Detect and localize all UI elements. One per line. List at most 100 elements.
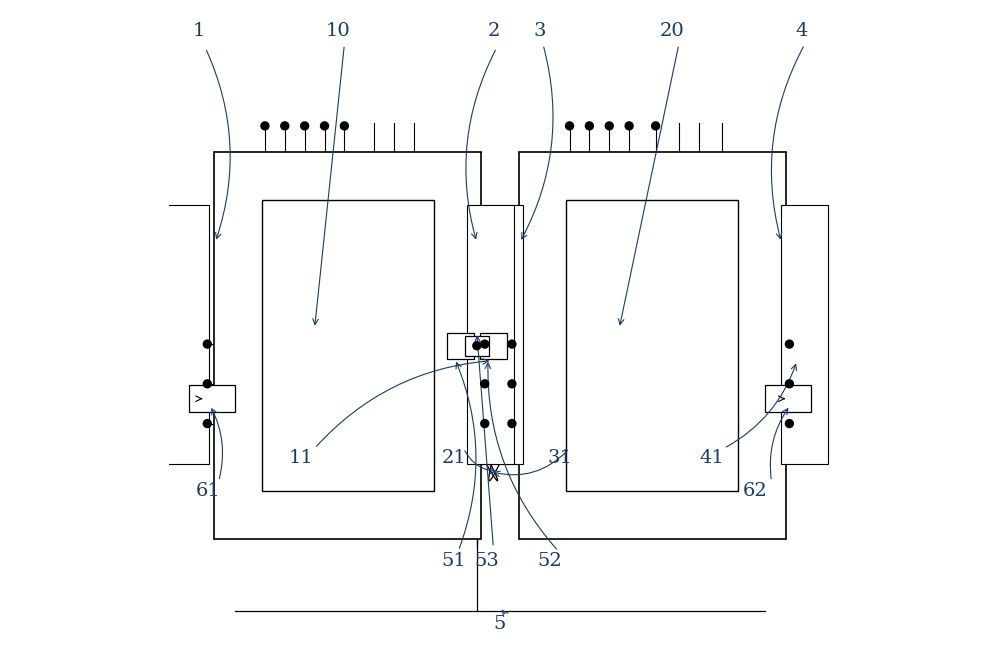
Bar <box>214 152 481 539</box>
Bar <box>162 205 209 464</box>
Circle shape <box>203 380 211 388</box>
Bar <box>225 163 471 529</box>
Circle shape <box>508 380 516 388</box>
Bar <box>168 382 204 418</box>
Bar <box>481 210 518 247</box>
Bar <box>529 163 775 529</box>
Circle shape <box>625 122 633 130</box>
Bar <box>477 215 503 241</box>
Bar <box>519 152 786 539</box>
Circle shape <box>321 122 328 130</box>
Bar <box>168 289 204 326</box>
Circle shape <box>566 122 574 130</box>
Bar <box>487 388 513 413</box>
Bar <box>534 168 770 523</box>
Circle shape <box>203 340 211 348</box>
Bar <box>235 174 460 518</box>
Bar <box>173 388 199 413</box>
Bar <box>791 255 817 281</box>
Bar <box>487 215 513 241</box>
Text: 62: 62 <box>743 482 767 501</box>
Bar <box>481 382 518 418</box>
Bar <box>786 289 823 326</box>
Bar <box>472 382 509 418</box>
Circle shape <box>508 420 516 428</box>
Circle shape <box>585 122 593 130</box>
Bar <box>472 210 509 247</box>
Text: 5: 5 <box>494 615 506 633</box>
Circle shape <box>785 380 793 388</box>
Circle shape <box>473 342 481 350</box>
Bar <box>786 382 823 418</box>
Bar <box>173 215 199 241</box>
Text: 51: 51 <box>441 552 466 570</box>
Bar <box>168 250 204 286</box>
Bar <box>566 200 738 491</box>
Bar <box>472 250 509 286</box>
Bar <box>487 348 513 374</box>
Circle shape <box>481 380 489 388</box>
Bar <box>786 422 823 458</box>
Bar <box>487 295 513 321</box>
Circle shape <box>203 420 211 428</box>
Bar <box>262 200 434 491</box>
Text: 20: 20 <box>660 22 685 40</box>
Text: 10: 10 <box>325 22 350 40</box>
Text: 31: 31 <box>547 450 572 467</box>
Circle shape <box>785 340 793 348</box>
Circle shape <box>261 122 269 130</box>
Bar <box>219 158 476 534</box>
Bar <box>481 422 518 458</box>
Bar <box>168 422 204 458</box>
Bar <box>477 388 503 413</box>
Circle shape <box>481 420 489 428</box>
Bar <box>472 289 509 326</box>
Bar <box>765 386 811 412</box>
Circle shape <box>281 122 289 130</box>
Bar <box>791 215 817 241</box>
Bar <box>791 295 817 321</box>
Bar <box>487 427 513 453</box>
Bar <box>472 342 509 379</box>
Bar <box>472 422 509 458</box>
Bar <box>477 348 503 374</box>
Circle shape <box>340 122 348 130</box>
Text: 21: 21 <box>441 450 466 467</box>
Circle shape <box>652 122 660 130</box>
Bar <box>477 255 503 281</box>
Bar <box>230 168 466 523</box>
Text: 53: 53 <box>474 552 499 570</box>
Text: 52: 52 <box>537 552 562 570</box>
Bar <box>477 295 503 321</box>
Bar <box>481 289 518 326</box>
Bar <box>465 336 489 356</box>
Bar <box>168 210 204 247</box>
Bar <box>173 348 199 374</box>
Bar <box>467 205 514 464</box>
Circle shape <box>605 122 613 130</box>
Bar <box>791 348 817 374</box>
Bar <box>481 250 518 286</box>
Circle shape <box>785 420 793 428</box>
Bar <box>791 388 817 413</box>
Bar <box>487 255 513 281</box>
Text: 11: 11 <box>289 450 314 467</box>
Bar <box>481 342 518 379</box>
Bar <box>791 427 817 453</box>
Bar <box>781 205 828 464</box>
Text: 2: 2 <box>487 22 500 40</box>
Bar <box>786 250 823 286</box>
Bar <box>447 332 474 359</box>
Bar <box>786 342 823 379</box>
Text: 3: 3 <box>533 22 546 40</box>
Circle shape <box>481 340 489 348</box>
Bar <box>476 205 523 464</box>
Bar <box>786 210 823 247</box>
Bar <box>189 386 235 412</box>
Bar <box>540 174 765 518</box>
Bar <box>173 427 199 453</box>
Text: 4: 4 <box>795 22 807 40</box>
Bar <box>173 295 199 321</box>
Bar <box>524 158 781 534</box>
Text: 61: 61 <box>196 482 221 501</box>
